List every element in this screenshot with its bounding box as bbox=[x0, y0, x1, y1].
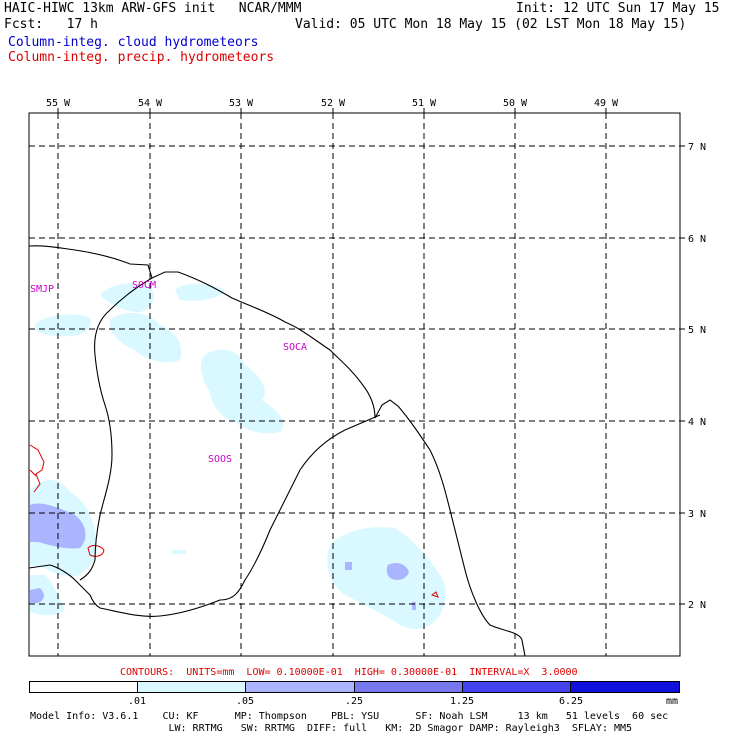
lon-label: 53 W bbox=[229, 98, 254, 109]
colorbar-tick: 1.25 bbox=[450, 696, 475, 707]
colorbar-segment bbox=[463, 682, 571, 692]
map-frame bbox=[28, 112, 681, 657]
colorbar bbox=[29, 681, 680, 693]
colorbar-segment bbox=[571, 682, 679, 692]
title-left-line1: HAIC-HIWC 13km ARW-GFS init NCAR/MMM bbox=[4, 1, 302, 16]
field-label-cloud: Column-integ. cloud hydrometeors bbox=[8, 35, 259, 50]
valid-time: Valid: 05 UTC Mon 18 May 15 (02 LST Mon … bbox=[295, 17, 687, 32]
contours-info: CONTOURS: UNITS=mm LOW= 0.10000E-01 HIGH… bbox=[120, 667, 578, 678]
field-label-precip: Column-integ. precip. hydrometeors bbox=[8, 50, 275, 65]
station-label-soca: SOCA bbox=[283, 342, 307, 353]
colorbar-segment bbox=[30, 682, 138, 692]
colorbar-tick: 6.25 bbox=[559, 696, 584, 707]
lat-label: 4 N bbox=[688, 417, 706, 428]
precip-contour-lines bbox=[29, 444, 439, 598]
lon-label: 55 W bbox=[46, 98, 71, 109]
lon-label: 49 W bbox=[594, 98, 619, 109]
forecast-hour: Fcst: 17 h bbox=[4, 17, 98, 32]
frame-ticks bbox=[57, 108, 685, 605]
colorbar-tick: .05 bbox=[236, 696, 255, 707]
model-info-line2: LW: RRTMG SW: RRTMG DIFF: full KM: 2D Sm… bbox=[30, 723, 633, 734]
cloud-hydrometeor-fill bbox=[30, 283, 446, 629]
lat-lon-grid bbox=[29, 113, 680, 656]
lat-label: 6 N bbox=[688, 234, 706, 245]
station-label-soos: SOOS bbox=[208, 454, 232, 465]
colorbar-tick: .25 bbox=[345, 696, 364, 707]
lat-label: 3 N bbox=[688, 509, 706, 520]
model-info-line1: Model Info: V3.6.1 CU: KF MP: Thompson P… bbox=[30, 711, 669, 722]
colorbar-units: mm bbox=[666, 696, 679, 707]
init-time: Init: 12 UTC Sun 17 May 15 bbox=[516, 1, 720, 16]
colorbar-segment bbox=[138, 682, 246, 692]
lon-label: 52 W bbox=[321, 98, 346, 109]
station-label-smjp: SMJP bbox=[30, 284, 54, 295]
station-label-socm: SOCM bbox=[132, 280, 156, 291]
lon-label: 51 W bbox=[412, 98, 437, 109]
lon-label: 50 W bbox=[503, 98, 528, 109]
colorbar-segment bbox=[355, 682, 463, 692]
colorbar-segment bbox=[246, 682, 355, 692]
lon-label: 54 W bbox=[138, 98, 163, 109]
lat-label: 2 N bbox=[688, 600, 706, 611]
colorbar-tick: .01 bbox=[128, 696, 147, 707]
lat-label: 5 N bbox=[688, 325, 706, 336]
coastline bbox=[29, 245, 526, 656]
lat-label: 7 N bbox=[688, 142, 706, 153]
